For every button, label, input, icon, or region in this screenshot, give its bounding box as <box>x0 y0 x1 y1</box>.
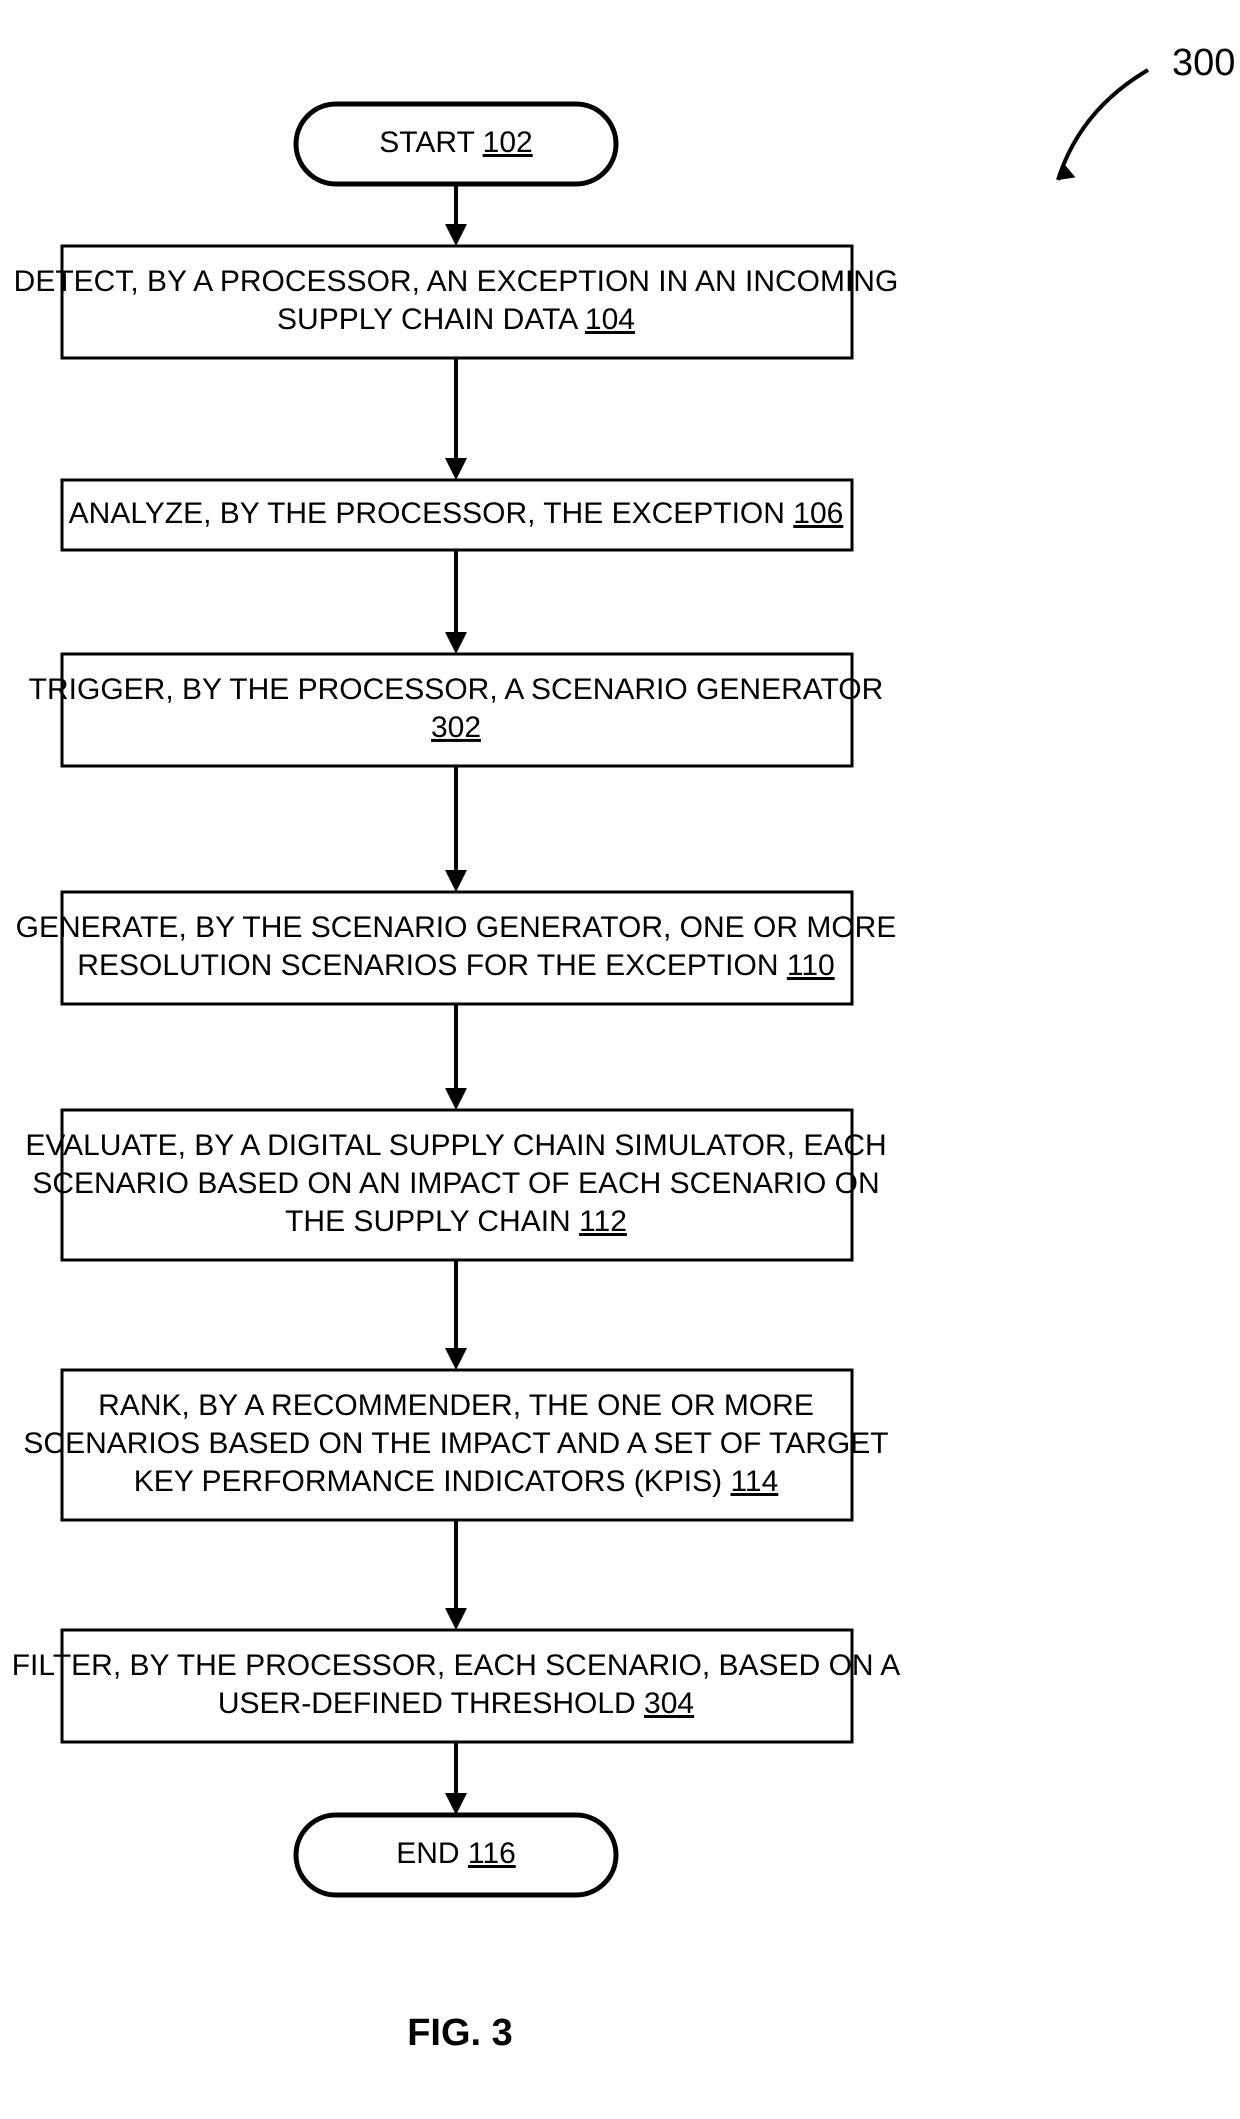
process-step-7-line-2: USER-DEFINED THRESHOLD 304 <box>218 1687 694 1720</box>
arrow-5-head <box>445 1088 467 1110</box>
process-step-2-line-1: ANALYZE, BY THE PROCESSOR, THE EXCEPTION… <box>69 497 844 530</box>
arrow-2-head <box>445 458 467 480</box>
terminator-end-label: END 116 <box>396 1837 516 1870</box>
process-step-3-line-1: TRIGGER, BY THE PROCESSOR, A SCENARIO GE… <box>29 673 884 706</box>
process-step-1-line-1: DETECT, BY A PROCESSOR, AN EXCEPTION IN … <box>14 265 899 298</box>
process-step-5-line-2: SCENARIO BASED ON AN IMPACT OF EACH SCEN… <box>32 1167 879 1200</box>
terminator-start: START 102 <box>296 104 616 184</box>
process-step-6-line-1: RANK, BY A RECOMMENDER, THE ONE OR MORE <box>98 1389 814 1422</box>
process-step-4-line-1: GENERATE, BY THE SCENARIO GENERATOR, ONE… <box>16 911 897 944</box>
diagram-ref-label: 300 <box>1172 42 1235 84</box>
arrow-1-head <box>445 224 467 246</box>
arrow-6-head <box>445 1348 467 1370</box>
process-step-4: GENERATE, BY THE SCENARIO GENERATOR, ONE… <box>16 892 897 1004</box>
process-step-6-line-3: KEY PERFORMANCE INDICATORS (KPIS) 114 <box>134 1465 779 1498</box>
process-step-5-line-1: EVALUATE, BY A DIGITAL SUPPLY CHAIN SIMU… <box>25 1129 886 1162</box>
process-step-6-line-2: SCENARIOS BASED ON THE IMPACT AND A SET … <box>23 1427 888 1460</box>
terminator-end: END 116 <box>296 1815 616 1895</box>
terminator-start-label: START 102 <box>379 126 532 159</box>
figure-label: FIG. 3 <box>407 2012 513 2054</box>
arrow-8-head <box>445 1793 467 1815</box>
arrow-3-head <box>445 632 467 654</box>
flowchart-diagram: 300 START 102 DETECT, BY A PROCESSOR, AN E… <box>0 0 1240 2119</box>
process-step-7: FILTER, BY THE PROCESSOR, EACH SCENARIO,… <box>12 1630 901 1742</box>
process-step-6: RANK, BY A RECOMMENDER, THE ONE OR MORE S… <box>23 1370 888 1520</box>
process-step-2: ANALYZE, BY THE PROCESSOR, THE EXCEPTION… <box>62 480 852 550</box>
process-step-3-ref: 302 <box>431 711 481 744</box>
process-step-1-line-2: SUPPLY CHAIN DATA 104 <box>277 303 635 336</box>
process-step-5-line-3: THE SUPPLY CHAIN 112 <box>285 1205 627 1238</box>
process-step-7-line-1: FILTER, BY THE PROCESSOR, EACH SCENARIO,… <box>12 1649 901 1682</box>
arrow-4-head <box>445 870 467 892</box>
arrow-7-head <box>445 1608 467 1630</box>
diagram-ref-arc <box>1058 70 1148 180</box>
process-step-4-line-2: RESOLUTION SCENARIOS FOR THE EXCEPTION 1… <box>77 949 834 982</box>
process-step-1: DETECT, BY A PROCESSOR, AN EXCEPTION IN … <box>14 246 899 358</box>
process-step-3: TRIGGER, BY THE PROCESSOR, A SCENARIO GE… <box>29 654 884 766</box>
process-step-5: EVALUATE, BY A DIGITAL SUPPLY CHAIN SIMU… <box>25 1110 886 1260</box>
